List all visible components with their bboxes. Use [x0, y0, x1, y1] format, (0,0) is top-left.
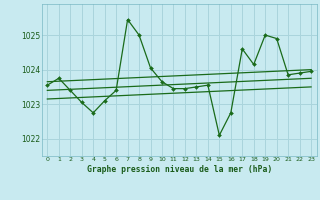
- X-axis label: Graphe pression niveau de la mer (hPa): Graphe pression niveau de la mer (hPa): [87, 165, 272, 174]
